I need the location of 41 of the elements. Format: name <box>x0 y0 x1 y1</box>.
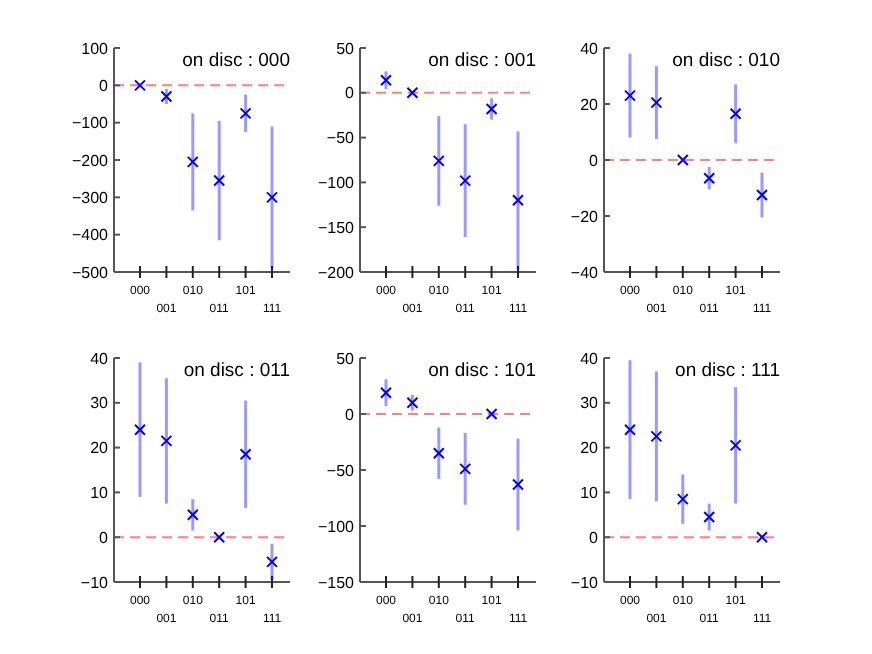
y-tick-label: 0 <box>345 84 356 103</box>
chart-title: on disc : 000 <box>182 50 290 72</box>
y-tick-label: 10 <box>580 484 600 502</box>
y-tick-label: 10 <box>90 484 110 502</box>
y-tick-label: −100 <box>317 174 356 192</box>
y-tick-label: 40 <box>580 39 600 58</box>
y-tick-label: −500 <box>71 263 110 282</box>
y-tick-label: −100 <box>71 114 110 133</box>
y-tick-label: −300 <box>71 188 110 207</box>
chart-title: on disc : 001 <box>428 50 536 72</box>
y-tick-label: 20 <box>90 439 110 458</box>
y-tick-label: 30 <box>90 394 110 413</box>
y-tick-label: 0 <box>99 528 110 547</box>
y-tick-label: −50 <box>326 461 356 480</box>
y-tick-label: 20 <box>580 95 600 114</box>
y-tick-label: −100 <box>317 517 356 536</box>
y-tick-label: 20 <box>580 439 600 458</box>
chart-title: on disc : 010 <box>672 50 780 72</box>
y-tick-label: 0 <box>589 151 600 170</box>
y-tick-label: 30 <box>580 394 600 413</box>
y-tick-label: −400 <box>71 226 110 245</box>
y-tick-label: 50 <box>336 39 356 58</box>
y-tick-label: −50 <box>326 129 356 148</box>
y-tick-label: −200 <box>317 263 356 282</box>
y-tick-label: 40 <box>90 349 110 368</box>
y-tick-label: −200 <box>71 151 110 170</box>
y-tick-label: −10 <box>570 573 600 592</box>
chart-title: on disc : 011 <box>183 360 290 382</box>
y-tick-label: 40 <box>580 349 600 368</box>
y-tick-label: 0 <box>345 405 356 424</box>
y-tick-label: 50 <box>336 349 356 368</box>
y-tick-label: 0 <box>99 76 110 95</box>
y-tick-label: −20 <box>570 207 600 226</box>
y-tick-label: 0 <box>589 528 600 547</box>
y-tick-label: −150 <box>317 573 356 592</box>
y-tick-label: 100 <box>81 39 110 58</box>
chart-title: on disc : 111 <box>675 360 780 382</box>
y-tick-label: −40 <box>570 263 600 282</box>
y-tick-label: −150 <box>317 218 356 237</box>
chart-title: on disc : 101 <box>428 360 536 382</box>
y-tick-label: −10 <box>80 573 110 592</box>
